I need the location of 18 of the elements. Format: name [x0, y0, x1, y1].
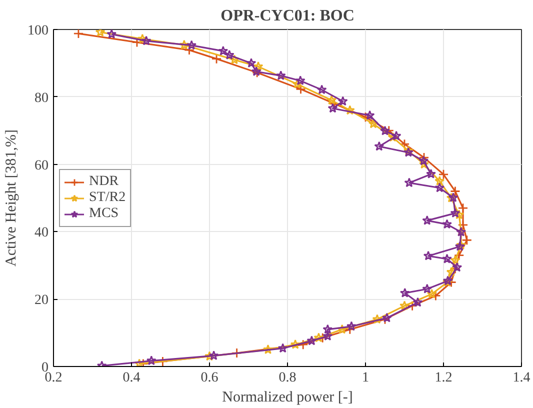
legend-label: NDR [89, 174, 119, 190]
x-tick-label: 0.6 [200, 370, 218, 386]
y-tick-label: 100 [28, 24, 48, 38]
y-tick-label: 80 [34, 90, 48, 106]
x-tick-label: 1 [362, 370, 369, 386]
x-tick-label: 0.4 [122, 370, 140, 386]
x-tick-label: 1.2 [434, 370, 452, 386]
y-tick-label: 20 [34, 293, 48, 308]
x-axis-title: Normalized power [-] [222, 390, 353, 406]
legend-label: ST/R2 [89, 190, 126, 206]
y-axis-title: Active Height [381,%] [4, 129, 20, 267]
x-tick-label: 0.8 [278, 370, 296, 386]
legend-label: MCS [89, 206, 119, 222]
y-tick-label: 60 [34, 158, 48, 174]
x-tick-label: 1.4 [512, 370, 530, 386]
chart-title: OPR-CYC01: BOC [220, 8, 354, 24]
x-tick-label: 0.2 [44, 370, 62, 386]
y-tick-label: 40 [34, 226, 48, 241]
